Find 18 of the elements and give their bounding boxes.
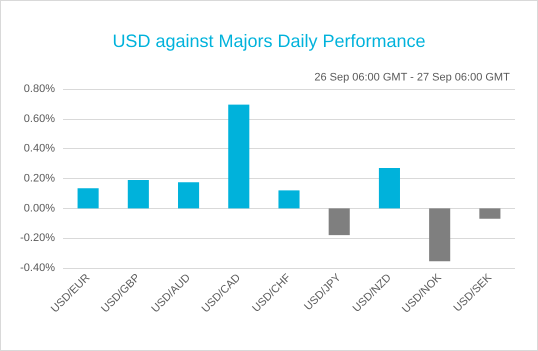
y-tick-label: 0.60%	[24, 112, 56, 125]
bar	[429, 208, 450, 262]
bar	[378, 168, 400, 208]
y-tick-label: -0.40%	[20, 262, 56, 274]
y-tick-label: 0.20%	[24, 172, 56, 184]
bar	[328, 208, 350, 236]
y-tick-label: 0.00%	[24, 202, 56, 214]
chart-subtitle: 26 Sep 06:00 GMT - 27 Sep 06:00 GMT	[314, 72, 510, 84]
chart-title: USD against Majors Daily Performance	[112, 31, 426, 51]
bar	[128, 180, 149, 208]
y-tick-label: -0.20%	[20, 232, 56, 244]
bar	[178, 182, 200, 208]
bar	[278, 190, 300, 208]
bar	[479, 208, 500, 219]
bar	[78, 188, 99, 208]
bar	[228, 104, 250, 208]
y-tick-label: 0.40%	[24, 142, 56, 155]
y-tick-label: 0.80%	[24, 83, 56, 95]
